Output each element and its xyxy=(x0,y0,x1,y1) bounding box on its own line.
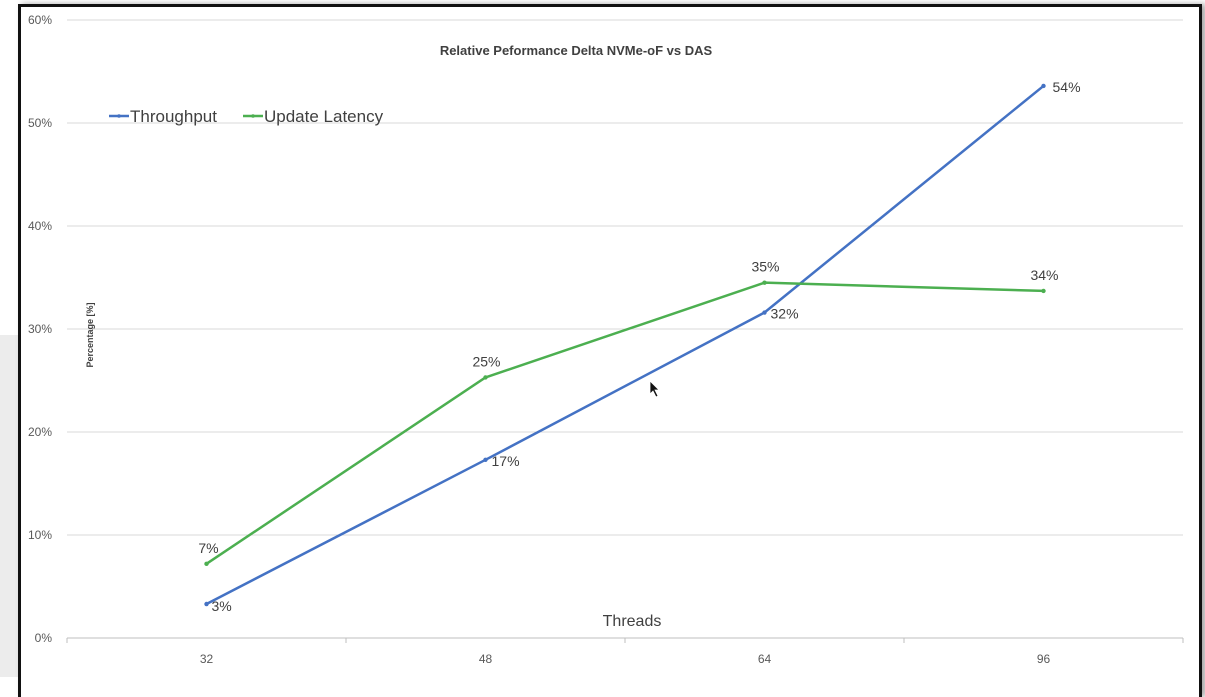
legend-label: Throughput xyxy=(130,107,217,126)
data-label: 25% xyxy=(472,353,500,369)
series-line xyxy=(205,281,1044,565)
data-label: 32% xyxy=(771,306,799,322)
data-label: 3% xyxy=(212,598,232,614)
legend-marker xyxy=(117,114,121,118)
data-point xyxy=(1041,288,1046,294)
data-point xyxy=(483,375,488,380)
data-point xyxy=(204,561,209,567)
y-axis-ticks: 0% 10% 20% 30% 40% 50% 60% xyxy=(28,13,52,645)
data-label: 54% xyxy=(1053,79,1081,95)
data-point xyxy=(762,280,767,285)
line-chart: 0% 10% 20% 30% 40% 50% 60% 32 48 64 96 Relative P… xyxy=(28,13,1184,666)
x-tick-label: 96 xyxy=(1037,652,1051,666)
legend: Throughput Update Latency xyxy=(109,107,384,126)
data-label: 17% xyxy=(492,453,520,469)
series-lines xyxy=(204,83,1046,607)
data-point xyxy=(1041,83,1046,89)
x-axis-label: Threads xyxy=(603,613,662,630)
series-line xyxy=(205,84,1045,606)
data-point xyxy=(204,601,209,607)
y-tick-label: 50% xyxy=(28,116,52,130)
y-tick-label: 0% xyxy=(35,631,53,645)
y-tick-label: 30% xyxy=(28,322,52,336)
chart-title: Relative Peformance Delta NVMe-oF vs DAS xyxy=(440,43,713,58)
y-tick-label: 60% xyxy=(28,13,52,27)
data-point xyxy=(483,457,488,463)
data-labels: 3% 17% 32% 54% 7% 25% 35% 34% xyxy=(198,79,1080,614)
y-tick-label: 10% xyxy=(28,528,52,542)
x-tick-label: 32 xyxy=(200,652,214,666)
data-label: 34% xyxy=(1030,267,1058,283)
page-background-panel xyxy=(0,335,18,677)
legend-marker xyxy=(251,114,255,118)
mouse-cursor-icon xyxy=(649,380,660,398)
legend-label: Update Latency xyxy=(264,107,384,126)
data-point xyxy=(762,310,767,315)
y-axis-label: Percentage [%] xyxy=(85,302,95,367)
x-tick-label: 48 xyxy=(479,652,493,666)
y-tick-label: 40% xyxy=(28,219,52,233)
y-tick-label: 20% xyxy=(28,425,52,439)
chart-frame xyxy=(18,4,1202,697)
x-tick-label: 64 xyxy=(758,652,772,666)
data-label: 7% xyxy=(198,540,218,556)
data-label: 35% xyxy=(751,259,779,275)
x-axis-ticks: 32 48 64 96 xyxy=(66,638,1184,666)
